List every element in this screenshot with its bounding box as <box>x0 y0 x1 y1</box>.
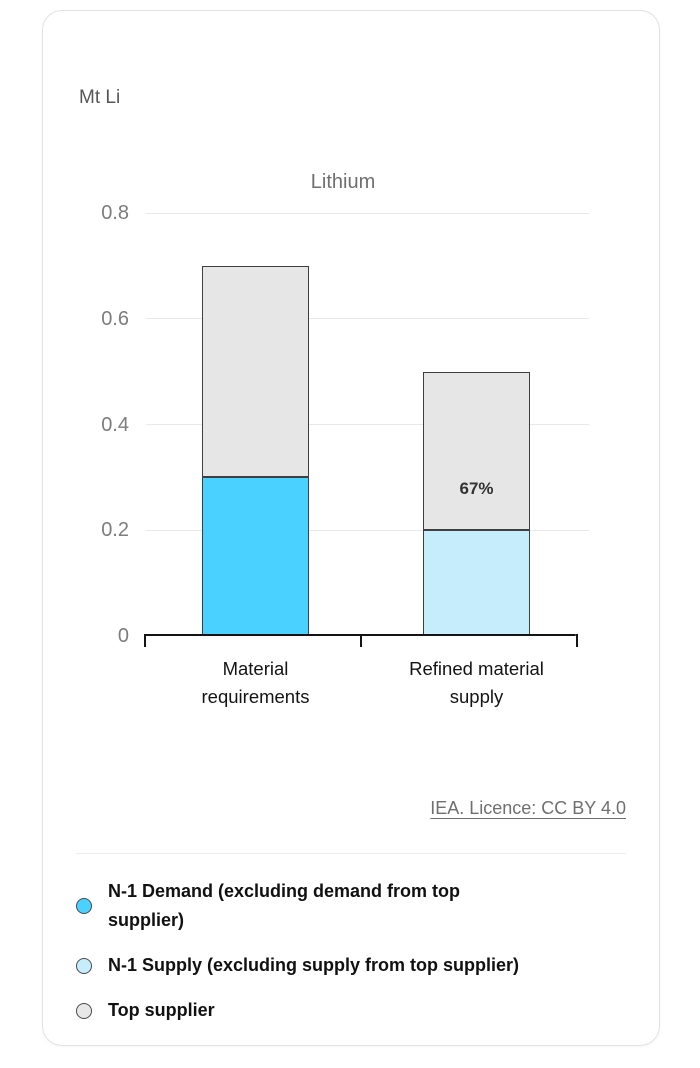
legend-label: N-1 Supply (excluding supply from top su… <box>108 955 520 975</box>
bar-segment: 67% <box>423 371 530 531</box>
category-label: Refined material supply <box>409 658 544 707</box>
iea-licence-link[interactable]: IEA. Licence: CC BY 4.0 <box>430 798 626 818</box>
x-axis-tick <box>360 634 362 647</box>
legend-label: Top supplier <box>108 1000 215 1020</box>
legend-item[interactable]: N-1 Supply (excluding supply from top su… <box>76 951 584 980</box>
legend-item[interactable]: N-1 Demand (excluding demand from top su… <box>76 877 584 935</box>
y-tick-label: 0 <box>117 625 129 647</box>
y-tick-label: 0.2 <box>101 519 129 542</box>
chart-card: Mt Li Lithium 0 0.2 0.4 0.6 0.8 67% Material… <box>42 10 660 1046</box>
legend-item[interactable]: Top supplier <box>76 996 584 1025</box>
x-axis-tick <box>576 634 578 647</box>
gridline-0.2 <box>146 529 589 531</box>
gridline-0.8 <box>146 212 589 214</box>
chart-title: Lithium <box>310 171 376 193</box>
legend-swatch-icon <box>76 957 92 974</box>
legend-swatch-icon <box>76 898 92 914</box>
bar-annotation: 67% <box>459 479 494 499</box>
bar-segment <box>423 530 530 636</box>
legend-swatch-icon <box>76 1002 92 1019</box>
category-label: Material requirements <box>201 658 310 707</box>
legend-divider <box>76 853 626 854</box>
gridline-0.6 <box>146 318 589 320</box>
bar-segment <box>202 265 309 478</box>
gridline-0.4 <box>146 424 589 425</box>
bar-segment <box>202 477 309 636</box>
chart-legend: N-1 Demand (excluding demand from top su… <box>76 877 584 1025</box>
y-axis-unit-label: Mt Li <box>79 87 121 108</box>
y-tick-label: 0.8 <box>101 202 129 224</box>
y-tick-label: 0.4 <box>101 413 129 436</box>
legend-label: N-1 Demand (excluding demand from top su… <box>108 881 461 930</box>
y-tick-label: 0.6 <box>101 307 129 330</box>
x-axis-tick <box>144 634 146 647</box>
